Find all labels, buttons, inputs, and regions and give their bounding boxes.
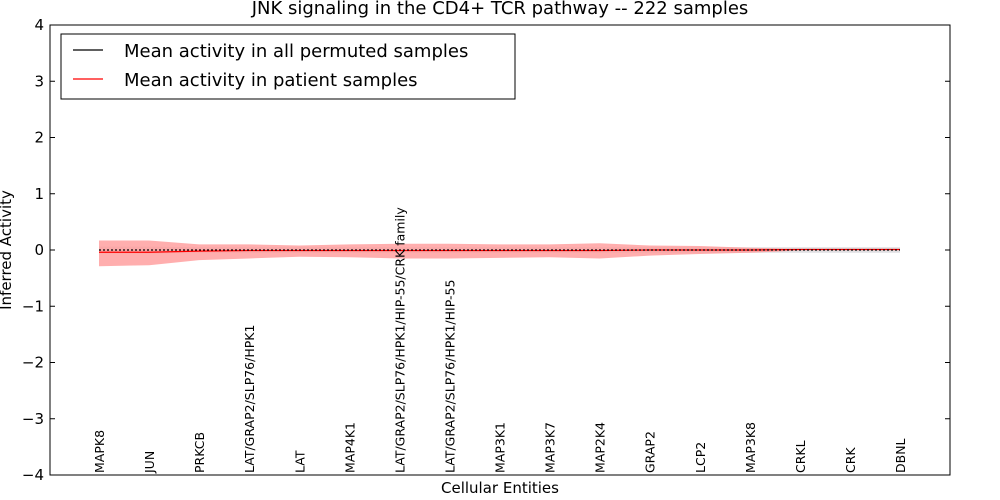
y-tick-label: −2: [22, 354, 44, 372]
legend-entry-patient: Mean activity in patient samples: [124, 70, 418, 91]
y-tick-label: 4: [34, 16, 44, 34]
x-tick-label: LAT: [292, 450, 307, 473]
x-tick-label: LAT/GRAP2/SLP76/HPK1/HIP-55: [442, 280, 457, 473]
x-axis-label: Cellular Entities: [441, 479, 559, 497]
x-tick-label: CRK: [843, 447, 858, 473]
activity-bands: [99, 240, 900, 267]
x-tick-label: MAP4K1: [342, 422, 357, 473]
legend-entry-permuted: Mean activity in all permuted samples: [124, 41, 468, 62]
x-tick-label: LAT/GRAP2/SLP76/HPK1: [242, 325, 257, 473]
x-tick-label: LCP2: [693, 442, 708, 473]
x-tick-label: LAT/GRAP2/SLP76/HPK1/HIP-55/CRK family: [392, 207, 407, 473]
legend: Mean activity in all permuted samples Me…: [60, 33, 516, 100]
x-tick-label: MAP3K7: [543, 422, 558, 473]
y-tick-label: −3: [22, 410, 44, 428]
x-tick-label: GRAP2: [643, 431, 658, 473]
x-tick-label: DBNL: [893, 438, 908, 473]
x-tick-label: CRKL: [793, 440, 808, 473]
x-tick-label: MAP2K4: [593, 422, 608, 473]
series-lines: [99, 248, 900, 253]
y-tick-label: 2: [34, 129, 44, 147]
x-tick-label: JUN: [142, 451, 157, 474]
x-tick-label: MAP3K1: [493, 422, 508, 473]
x-tick-label: PRKCB: [192, 432, 207, 473]
y-tick-label: −1: [22, 297, 44, 315]
chart-title: JNK signaling in the CD4+ TCR pathway --…: [251, 0, 749, 19]
y-axis-label: Inferred Activity: [0, 190, 15, 310]
y-axis: 4 3 2 1 0 −1 −2 −3 −4: [22, 16, 950, 484]
y-tick-label: 3: [34, 72, 44, 90]
y-tick-label: 1: [34, 185, 44, 203]
x-tick-label: MAP3K8: [743, 422, 758, 473]
y-tick-label: −4: [22, 466, 44, 484]
x-tick-label: MAPK8: [92, 430, 107, 473]
legend-box: [60, 33, 516, 100]
y-tick-label: 0: [34, 241, 44, 259]
entity-labels: MAPK8 JUN PRKCB LAT/GRAP2/SLP76/HPK1 LAT MAP4…: [92, 207, 908, 474]
patient-band: [99, 240, 900, 267]
